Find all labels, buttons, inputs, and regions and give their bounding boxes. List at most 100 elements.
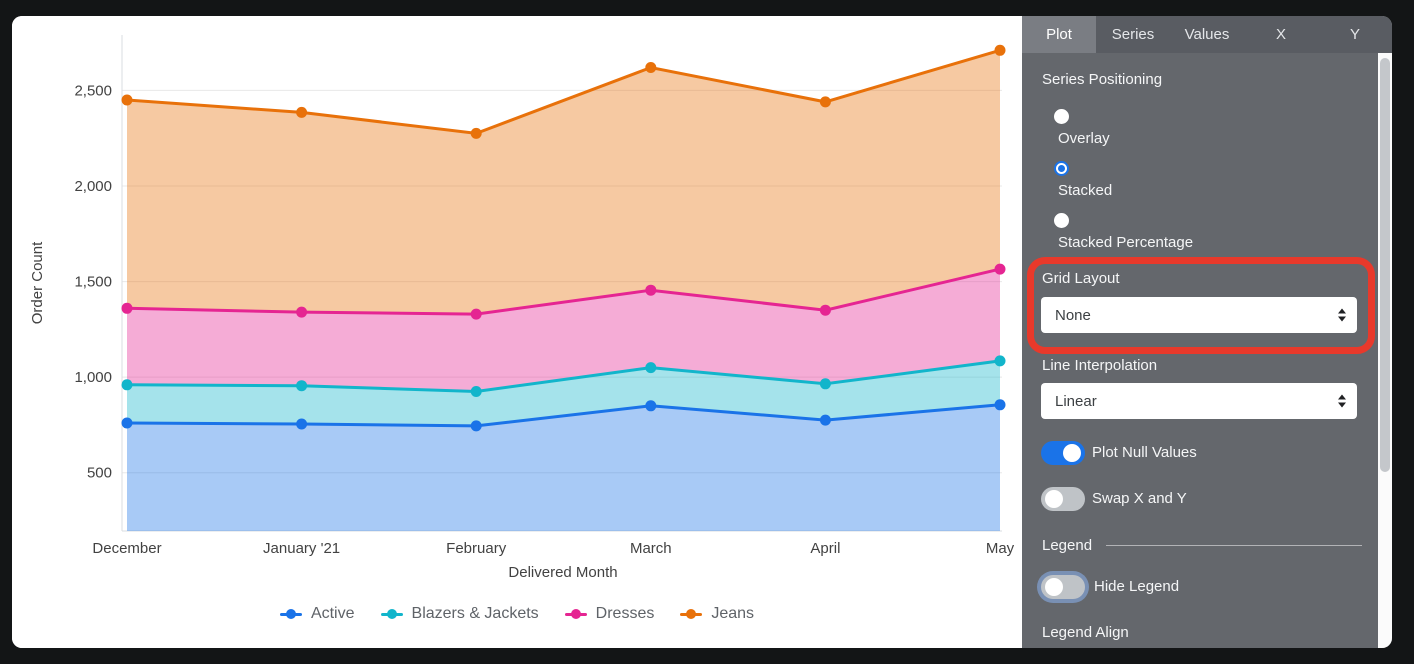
grid-layout-select[interactable]: None (1041, 297, 1357, 333)
dot-active-1[interactable] (296, 418, 308, 430)
x-tick-label: January '21 (263, 540, 340, 557)
config-panel: Plot Series Values X Y Series Positioning Ov… (1022, 16, 1392, 648)
legend-marker-dresses (564, 608, 587, 620)
hide-legend-label: Hide Legend (1094, 578, 1180, 595)
tab-x[interactable]: X (1275, 26, 1286, 43)
panel-body: Series Positioning Overlay Stacked Stacked… (1022, 53, 1392, 648)
y-axis-title: Order Count (29, 241, 46, 324)
line-interpolation-value: Linear (1055, 392, 1097, 410)
series-positioning-label: Series Positioning (1042, 71, 1163, 88)
radio-label-overlay: Overlay (1058, 130, 1110, 147)
section-divider (1106, 545, 1362, 546)
dot-dresses-0[interactable] (121, 302, 133, 314)
radio-button-overlay[interactable] (1054, 109, 1069, 124)
x-tick-label: April (810, 540, 840, 557)
stacked-area-chart: 500 1,000 1,500 2,000 2,500 December January '… (12, 16, 1022, 648)
dot-dresses-2[interactable] (470, 308, 482, 320)
series-positioning-radio-group: Overlay Stacked Stacked Percentage (1054, 109, 1193, 265)
dot-blazers-jackets-1[interactable] (296, 380, 308, 392)
legend-label-jeans: Jeans (711, 605, 755, 622)
dot-blazers-jackets-2[interactable] (470, 386, 482, 397)
grid-layout-value: None (1055, 306, 1091, 324)
tab-series[interactable]: Series (1111, 26, 1155, 43)
dot-jeans-2[interactable] (470, 127, 482, 139)
x-tick-label: February (446, 540, 507, 557)
dot-blazers-jackets-0[interactable] (121, 379, 133, 391)
chart-area: 500 1,000 1,500 2,000 2,500 December January '… (12, 16, 1022, 648)
line-interpolation-select[interactable]: Linear (1041, 383, 1357, 419)
dot-active-5[interactable] (994, 399, 1006, 411)
dot-blazers-jackets-3[interactable] (645, 362, 657, 374)
legend-section-title: Legend (1042, 537, 1093, 554)
radio-option-stacked-percentage[interactable]: Stacked Percentage (1054, 213, 1193, 253)
grid-layout-label: Grid Layout (1042, 270, 1120, 287)
line-active (126, 403, 1001, 428)
plot-null-values-toggle[interactable] (1041, 441, 1085, 465)
dot-dresses-1[interactable] (296, 306, 308, 318)
dot-active-0[interactable] (121, 417, 133, 429)
dot-active-4[interactable] (819, 414, 831, 426)
radio-button-stacked-selected[interactable] (1054, 161, 1069, 176)
radio-option-stacked[interactable]: Stacked (1054, 161, 1193, 201)
swap-x-and-y-toggle[interactable] (1041, 487, 1085, 511)
tab-values[interactable]: Values (1184, 26, 1230, 43)
legend-marker-active (279, 608, 302, 620)
app-window: 500 1,000 1,500 2,000 2,500 December January '… (12, 16, 1392, 648)
y-tick-label: 1,500 (74, 274, 112, 291)
legend-item-dresses[interactable]: Dresses (564, 605, 655, 623)
legend-item-active[interactable]: Active (279, 605, 355, 623)
x-tick-label: December (92, 540, 161, 557)
area-band-jeans (127, 50, 1000, 315)
x-tick-label: May (986, 540, 1015, 557)
dot-jeans-1[interactable] (296, 106, 308, 118)
x-axis-title: Delivered Month (508, 564, 617, 581)
y-tick-label: 1,000 (74, 369, 112, 386)
legend-item-jeans[interactable]: Jeans (680, 605, 754, 623)
hide-legend-toggle[interactable] (1041, 575, 1085, 599)
radio-button-stacked-percentage[interactable] (1054, 213, 1069, 228)
dot-blazers-jackets-5[interactable] (994, 355, 1006, 367)
legend-item-blazers-jackets[interactable]: Blazers & Jackets (380, 605, 539, 623)
y-tick-label: 2,000 (74, 178, 112, 195)
plot-null-values-label: Plot Null Values (1092, 444, 1197, 461)
line-blazers-jackets (126, 359, 1001, 394)
legend-align-label: Legend Align (1042, 624, 1129, 641)
line-interpolation-label: Line Interpolation (1042, 357, 1158, 374)
dot-dresses-4[interactable] (819, 304, 831, 316)
area-band-dresses (127, 269, 1000, 392)
legend-marker-jeans (680, 608, 703, 620)
legend-label-blazers-jackets: Blazers & Jackets (411, 605, 539, 622)
x-tick-label: March (630, 540, 672, 557)
area-band-active (127, 404, 1000, 531)
swap-x-and-y-label: Swap X and Y (1092, 490, 1187, 507)
radio-option-overlay[interactable]: Overlay (1054, 109, 1193, 149)
legend-label-active: Active (310, 605, 355, 622)
dot-jeans-3[interactable] (645, 62, 657, 73)
tab-plot[interactable]: Plot (1022, 16, 1096, 53)
dot-active-3[interactable] (645, 400, 657, 412)
legend-section-header: Legend (1042, 537, 1362, 554)
dot-jeans-5[interactable] (994, 44, 1006, 56)
tab-y[interactable]: Y (1349, 26, 1360, 43)
dot-jeans-0[interactable] (121, 94, 133, 106)
dot-dresses-5[interactable] (994, 263, 1006, 275)
area-band-blazers-jackets (127, 360, 1000, 426)
select-stepper-icon (1338, 394, 1346, 408)
dot-active-2[interactable] (470, 420, 482, 432)
panel-tabs: Plot Series Values X Y (1022, 16, 1392, 53)
dot-blazers-jackets-4[interactable] (819, 378, 831, 390)
scrollbar-thumb[interactable] (1380, 58, 1390, 472)
radio-label-stacked: Stacked (1058, 182, 1113, 199)
radio-label-stacked-percentage: Stacked Percentage (1058, 234, 1194, 251)
chart-legend: Active Blazers & Jackets Dresses Jeans (12, 602, 1022, 626)
legend-label-dresses: Dresses (595, 605, 655, 622)
dot-jeans-4[interactable] (819, 96, 831, 108)
select-stepper-icon (1338, 308, 1346, 322)
y-tick-label: 2,500 (74, 82, 112, 99)
y-tick-label: 500 (87, 465, 112, 482)
dot-dresses-3[interactable] (645, 284, 657, 296)
line-jeans (126, 48, 1001, 135)
line-dresses (126, 267, 1001, 316)
legend-marker-blazers-jackets (380, 608, 403, 620)
scrollbar[interactable] (1378, 53, 1392, 648)
